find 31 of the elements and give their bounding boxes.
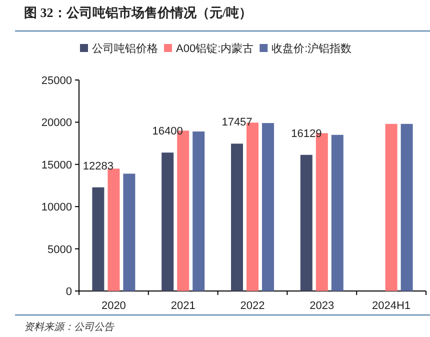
bar — [162, 152, 174, 291]
legend-label: 公司吨铝价格 — [92, 42, 158, 55]
y-tick-label: 10000 — [41, 202, 72, 214]
bar — [300, 154, 312, 291]
y-tick-label: 25000 — [41, 75, 72, 87]
data-label: 17457 — [222, 116, 252, 129]
bar — [108, 168, 120, 291]
bar — [92, 187, 104, 291]
x-tick-label: 2023 — [310, 300, 334, 312]
bar — [331, 134, 344, 291]
data-label: 16129 — [291, 128, 322, 140]
x-tick-label: 2024H1 — [372, 300, 411, 312]
chart-title: 图 32：公司吨铝市场售价情况（元/吨） — [24, 5, 252, 20]
x-tick-label: 2020 — [101, 300, 126, 312]
bar — [192, 131, 205, 291]
bar — [262, 123, 274, 291]
text: 资料来源：公司公告 — [24, 321, 115, 333]
data-label: 16400 — [152, 126, 183, 138]
y-tick-label: 20000 — [41, 117, 72, 130]
x-tick-label: 2021 — [170, 300, 196, 312]
y-tick-label: 15000 — [41, 159, 72, 172]
y-tick-label: 5000 — [48, 244, 72, 256]
y-tick-label: 0 — [66, 286, 72, 298]
x-tick-label: 2022 — [240, 300, 265, 312]
legend-label: 收盘价:沪铝指数 — [272, 42, 352, 55]
bar — [123, 174, 136, 291]
bar — [400, 124, 413, 291]
bar — [231, 144, 243, 291]
data-label: 12283 — [82, 160, 114, 172]
legend-label: A00铝锭:内蒙古 — [176, 42, 254, 55]
bar — [385, 124, 398, 291]
